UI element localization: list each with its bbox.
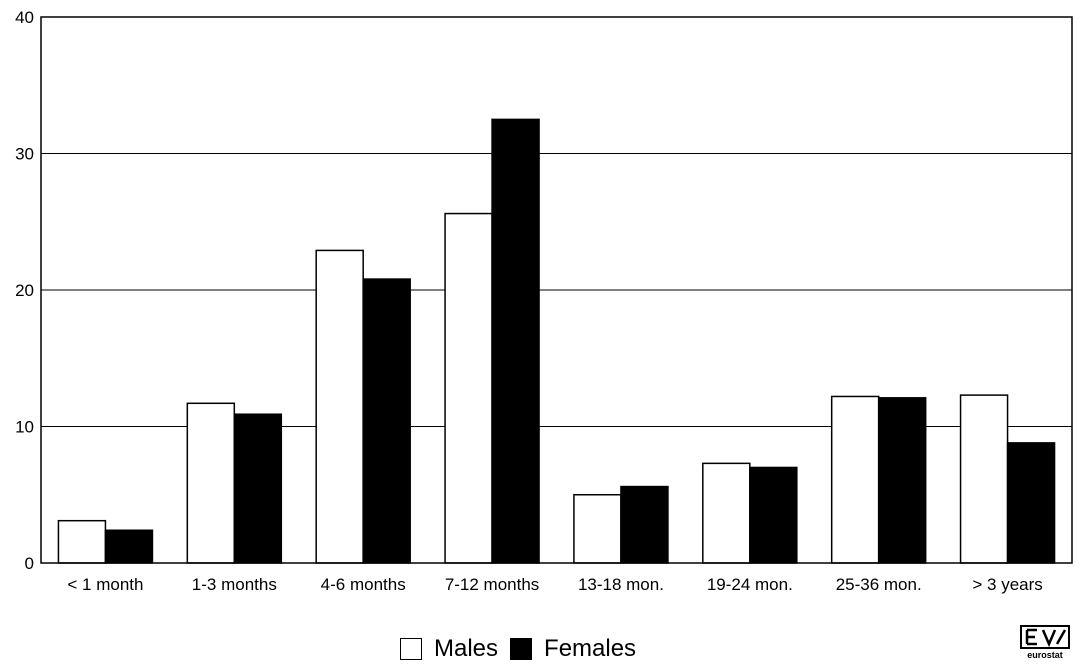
bar-females <box>620 485 669 564</box>
bar-males <box>186 402 236 564</box>
bars <box>57 118 1056 564</box>
x-tick-label: < 1 month <box>67 575 143 594</box>
y-tick-label: 40 <box>15 8 34 27</box>
legend-label-females: Females <box>544 635 637 662</box>
x-tick-label: 7-12 months <box>445 575 540 594</box>
bar-females <box>233 413 283 564</box>
y-tick-label: 20 <box>15 281 34 300</box>
x-tick-label: > 3 years <box>972 575 1042 594</box>
bar-females <box>104 529 154 564</box>
eurostat-logo: eurostat <box>1020 625 1070 660</box>
x-tick-label: 25-36 mon. <box>836 575 922 594</box>
legend-swatch-males <box>400 638 422 660</box>
x-tick-label: 19-24 mon. <box>707 575 793 594</box>
bar-females <box>491 118 540 564</box>
bar-males <box>830 395 880 564</box>
x-tick-label: 1-3 months <box>192 575 277 594</box>
gridlines <box>41 153 1072 427</box>
y-tick-label: 30 <box>15 145 34 164</box>
bar-females <box>362 278 411 564</box>
bar-males <box>57 519 107 564</box>
legend-item-males: Males <box>400 635 498 663</box>
bar-males <box>444 212 493 564</box>
svg-text:eurostat: eurostat <box>1027 650 1063 660</box>
x-tick-label: 13-18 mon. <box>578 575 664 594</box>
bar-males <box>959 394 1009 564</box>
bar-males <box>573 494 622 564</box>
plot-frame <box>40 16 1073 564</box>
legend: Males Females <box>400 634 648 664</box>
bar-females <box>877 397 927 564</box>
bar-females <box>1006 442 1056 564</box>
legend-label-males: Males <box>434 635 499 662</box>
x-tick-label: 4-6 months <box>321 575 406 594</box>
bar-chart: 0 10 20 30 40 < 1 month 1-3 months 4-6 months 7… <box>15 8 1073 594</box>
y-tick-label: 0 <box>25 554 34 573</box>
bar-males <box>315 249 364 564</box>
bar-females <box>749 466 798 564</box>
y-tick-label: 10 <box>15 418 34 437</box>
legend-swatch-females <box>510 638 533 660</box>
bar-males <box>702 462 751 564</box>
legend-item-females: Females <box>510 635 636 663</box>
y-tick-labels: 0 10 20 30 40 <box>15 8 34 573</box>
x-tick-labels: < 1 month 1-3 months 4-6 months 7-12 months… <box>67 575 1042 594</box>
